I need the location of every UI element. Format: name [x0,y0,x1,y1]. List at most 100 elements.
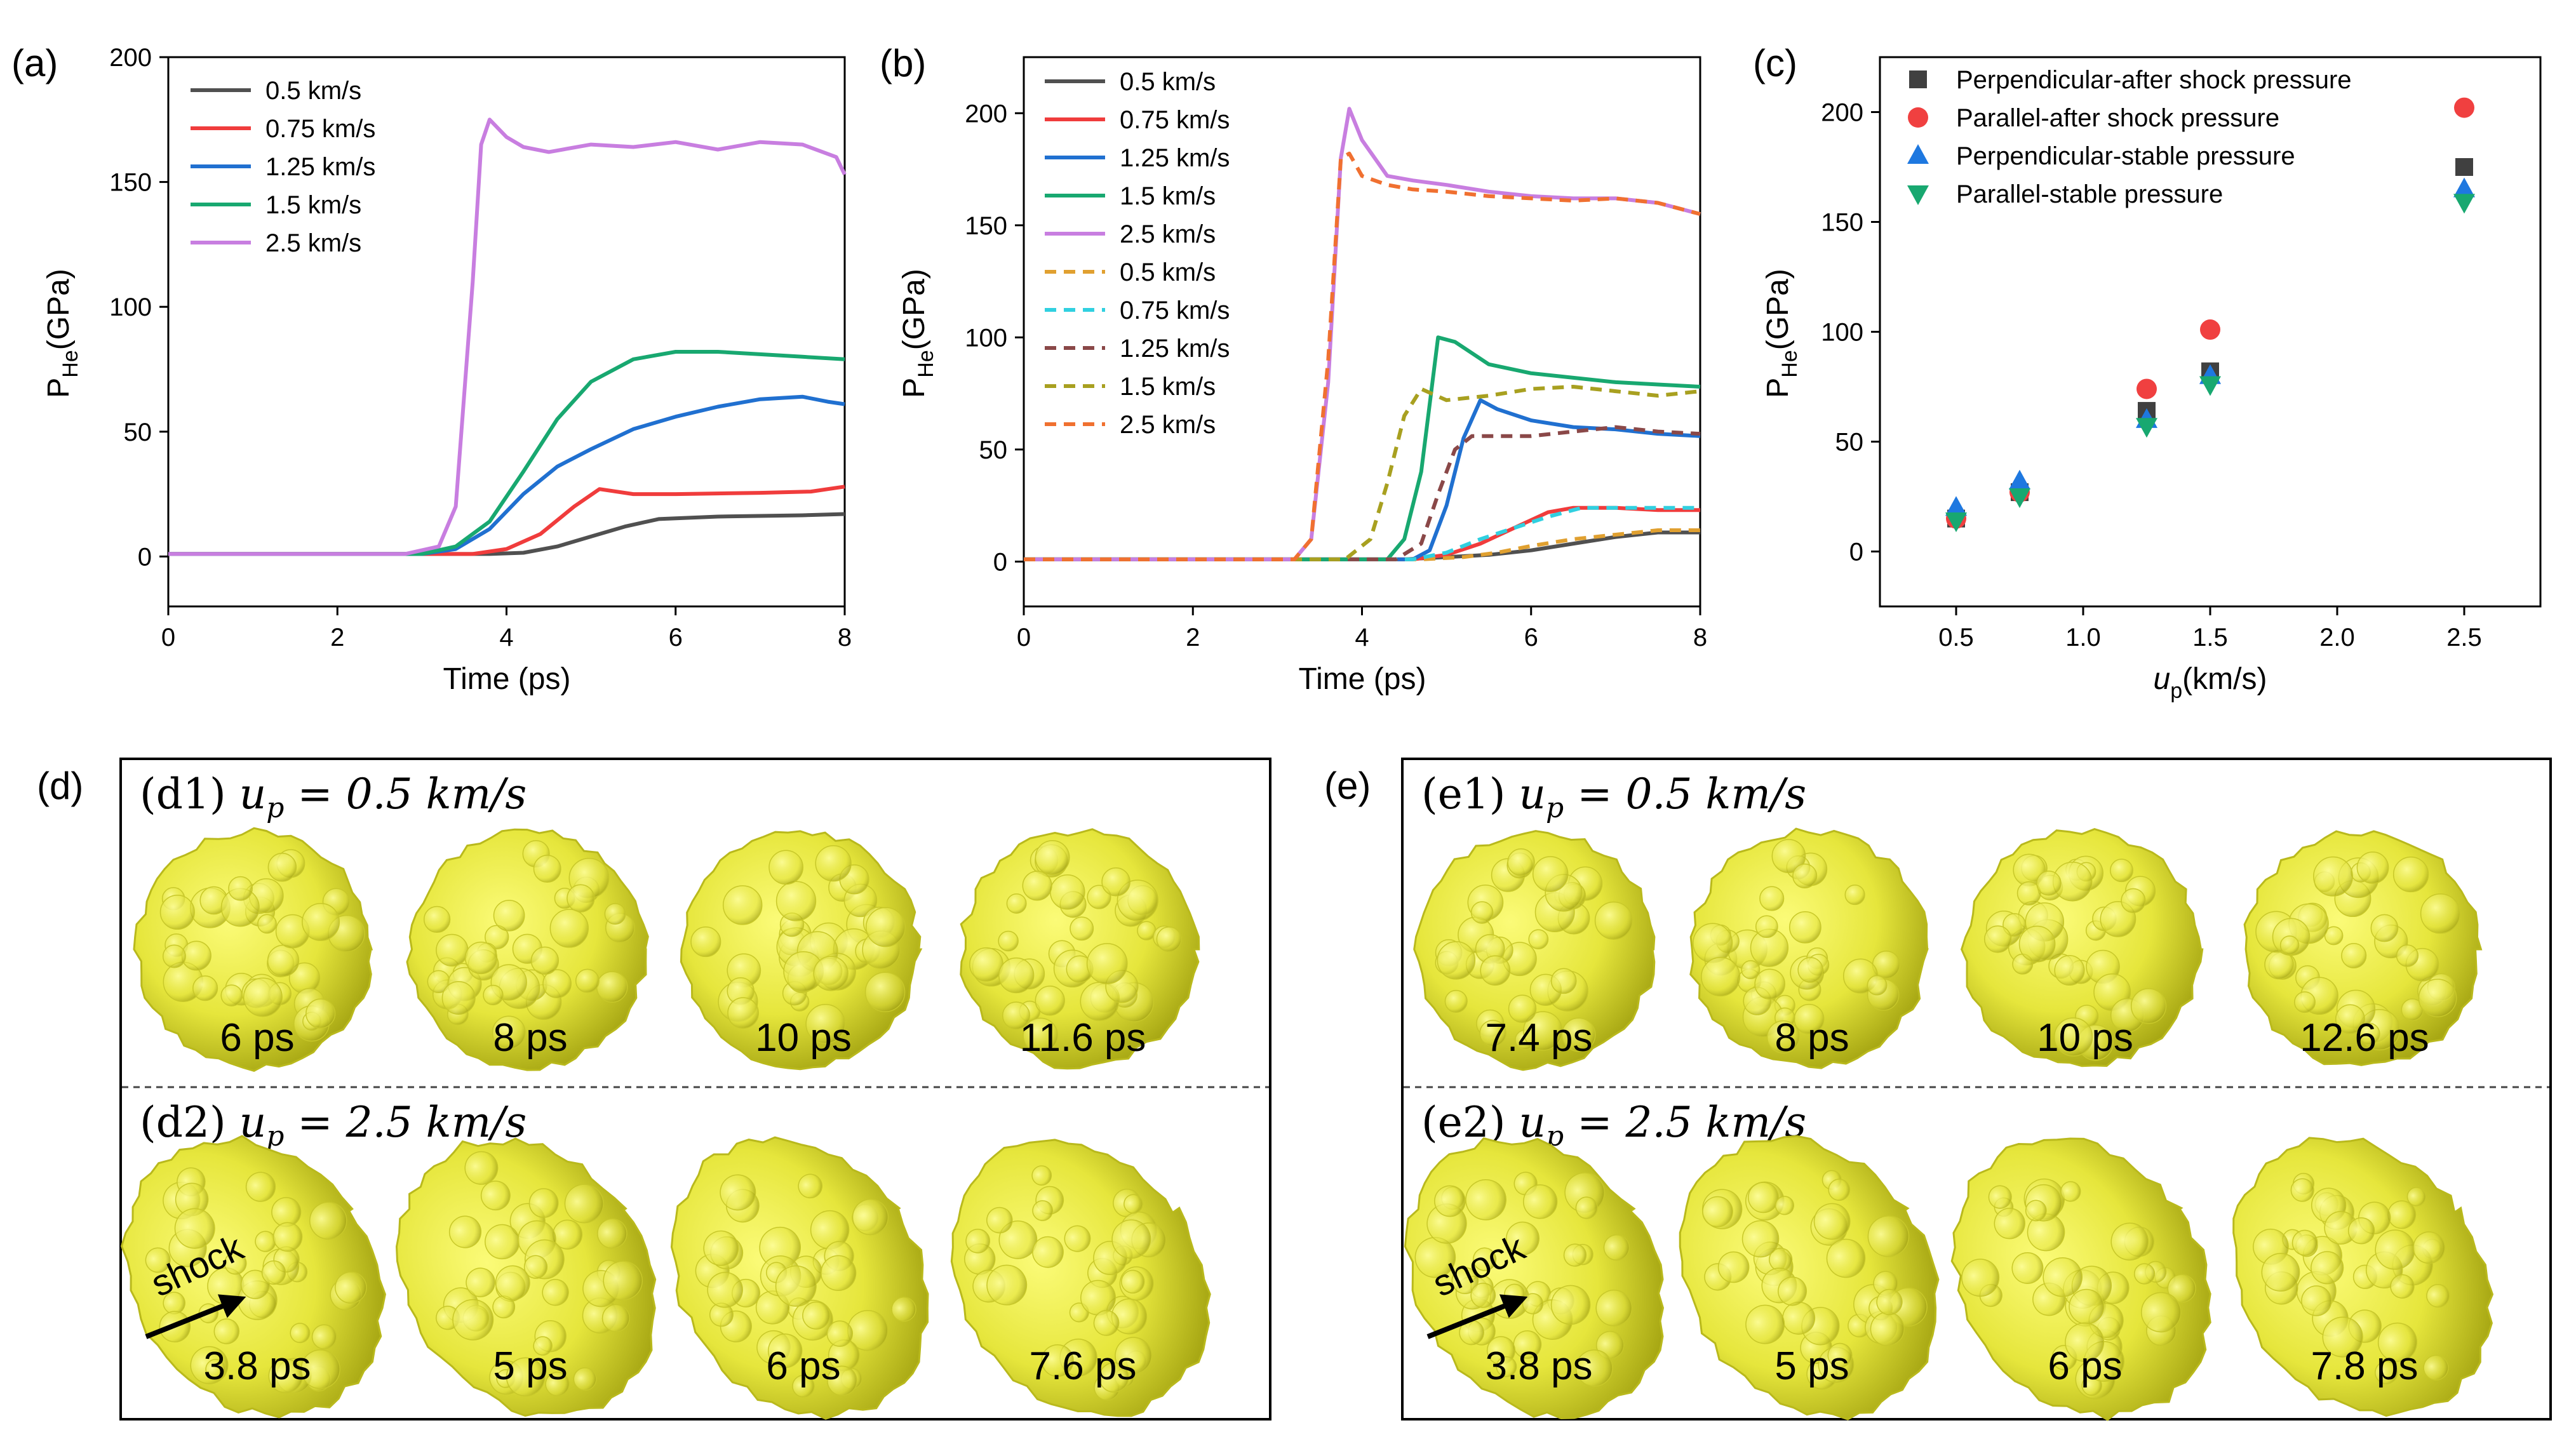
bubble [564,1184,604,1224]
bubble [1867,975,1888,996]
bubble [775,1265,817,1307]
bubble [1508,994,1537,1023]
time-label: 10 ps [2037,1016,2133,1060]
bubble [720,1174,756,1211]
bubble [267,853,297,882]
x-tick-label: 6 [669,624,683,652]
bubble [1741,1220,1780,1258]
bubble [1528,929,1549,950]
bubble [596,971,628,1003]
bubble [768,1334,803,1368]
panel-b-label: (b) [880,42,926,84]
time-label: 8 ps [493,1016,567,1060]
time-label: 10 ps [755,1016,852,1060]
y-tick-label: 50 [979,436,1008,464]
bubble [2356,852,2389,884]
bubble-cluster [2243,830,2483,1066]
time-label: 5 ps [1774,1344,1849,1388]
bubble [228,876,253,901]
series-line [1024,528,1700,561]
x-tick-label: 4 [499,624,513,652]
bubble [1789,911,1821,944]
bubble [2418,979,2457,1017]
bubble [2375,1361,2398,1384]
bubble [998,957,1035,994]
bubble [2358,1022,2380,1045]
bubble [464,941,498,975]
bubble [1827,1342,1853,1368]
bubble [492,1015,526,1050]
bubble [2390,1274,2415,1299]
bubble [436,933,469,967]
legend-label: 2.5 km/s [265,229,361,257]
bubble [2341,942,2367,969]
bubble [530,946,560,975]
bubble [1093,1310,1120,1336]
bubble [575,968,600,993]
x-tick-label: 2 [330,624,344,652]
y-tick-label: 150 [965,212,1007,240]
panel-b-series [1024,107,1701,561]
bubble [604,903,626,925]
bubble [257,914,277,934]
legend-label: 1.5 km/s [1120,373,1216,401]
bubble [290,1323,311,1344]
bubble [2140,1292,2182,1333]
bubble [1983,925,2012,953]
y-tick-label: 0 [993,548,1007,576]
bubble [441,980,476,1015]
bubble [2301,1285,2332,1316]
series-line [168,350,845,556]
x-tick-label: 1.0 [2065,624,2101,652]
bubble [1002,1001,1031,1030]
bubble [891,1297,916,1322]
bubble [1797,957,1823,983]
y-tick-label: 200 [965,100,1007,128]
panel-a-series [168,117,847,556]
panel-a-label: (a) [11,42,58,84]
legend-label: 0.75 km/s [265,115,375,143]
bubble [707,1272,743,1308]
bubble [2413,1231,2446,1264]
bubble [1513,1330,1542,1359]
bubble [998,930,1019,952]
bubble [2018,925,2056,963]
panel-c-ticks: 0.5 1.0 1.5 2.0 2.5 0 50 100 150 200 [1821,99,2482,652]
legend-label: 1.25 km/s [1120,144,1230,172]
bubble [305,998,336,1029]
x-tick-label: 8 [1693,624,1707,652]
bubble [798,1173,823,1199]
legend-label: 0.5 km/s [1120,258,1216,286]
bubble [213,1318,240,1344]
series-line [168,512,845,556]
time-label: 6 ps [220,1016,294,1060]
bubble [1561,1017,1596,1052]
bubble [2426,1283,2450,1308]
legend-label: 1.25 km/s [265,153,375,181]
bubble [448,1215,482,1248]
scatter-point [2453,177,2475,197]
panel-c-legend: Perpendicular-after shock pressure Parall… [1907,66,2352,208]
bubble [268,1358,304,1393]
bubble [1023,1017,1059,1053]
legend-label: Parallel-after shock pressure [1956,104,2279,132]
bubble [1121,1269,1145,1294]
bubble [815,845,852,882]
row-title: (d2) up = 2.5 km/s [140,1098,527,1153]
bubble [1099,1362,1129,1393]
series-line [168,117,847,556]
bubble [2406,1187,2426,1207]
shock-arrow [1426,1294,1528,1339]
panel-e-label: (e) [1324,765,1371,807]
bubble [492,1295,516,1319]
bubble [775,881,817,921]
bubble [245,1172,276,1202]
bubble [827,1365,857,1396]
bubble [2060,1181,2081,1202]
bubble [145,1247,171,1273]
bubble [272,1222,303,1252]
bubble [302,902,340,941]
time-label: 3.8 ps [204,1344,311,1388]
panel-e-frame [1401,758,2552,1421]
x-tick-label: 2 [1186,624,1200,652]
